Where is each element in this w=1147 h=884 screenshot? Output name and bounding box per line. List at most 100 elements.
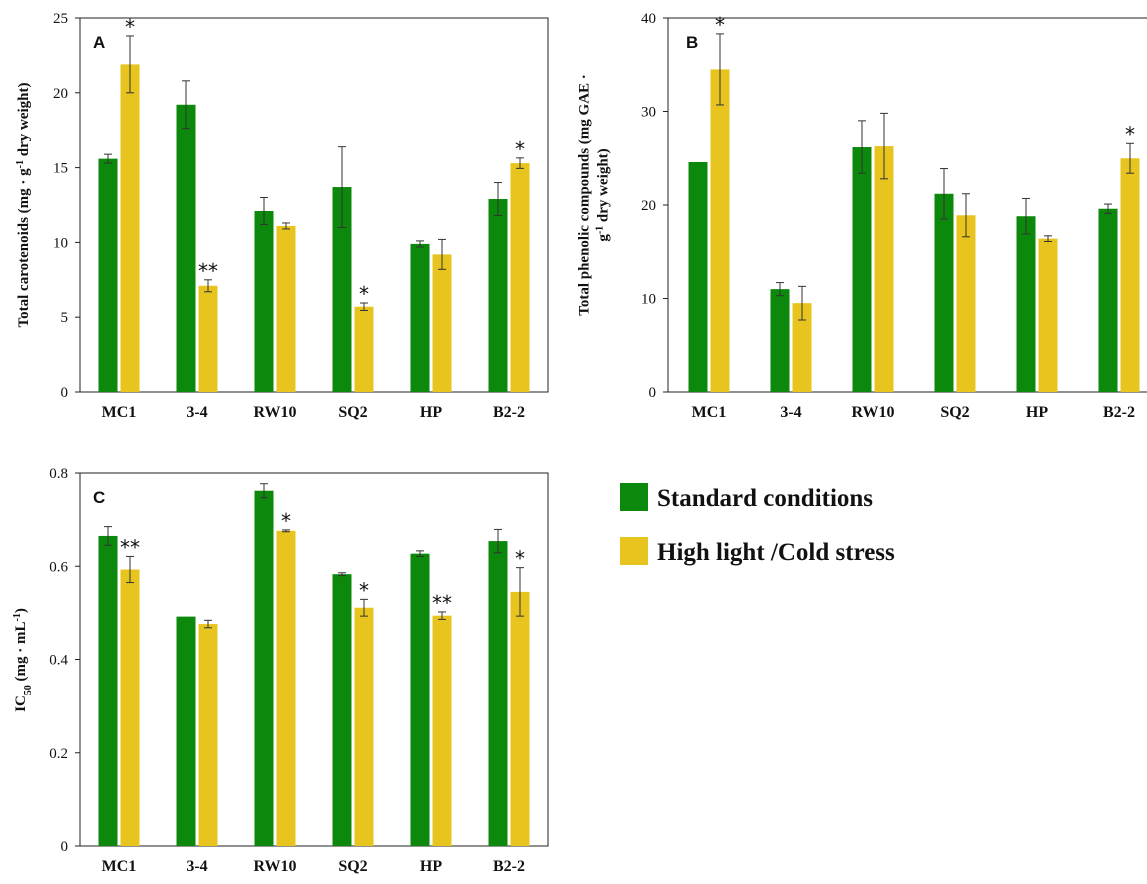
plot-frame [668, 18, 1147, 392]
bar-stress [511, 163, 530, 392]
bar-standard [853, 147, 872, 392]
bar-stress [199, 624, 218, 846]
x-tick-label: RW10 [254, 858, 297, 875]
bar-stress [1039, 239, 1058, 392]
superscript: -1 [594, 226, 605, 234]
x-tick-label: MC1 [102, 404, 137, 421]
bar-standard [689, 162, 708, 392]
significance-marker: * [359, 578, 369, 602]
bar-stress [199, 286, 218, 392]
bar-standard [411, 554, 430, 846]
panel-letter: A [93, 33, 105, 52]
bar-stress [1121, 158, 1140, 392]
plot-frame [80, 473, 548, 846]
legend: Standard conditions High light /Cold stre… [620, 483, 895, 566]
bar-stress [511, 592, 530, 846]
bar-stress [433, 616, 452, 846]
y-axis-label: Total carotenoids (mg · g-1 dry weight) [15, 82, 33, 327]
panel-letter: C [93, 488, 105, 507]
bar-standard [489, 199, 508, 392]
y-axis-label: Total phenolic compounds (mg GAE · [577, 74, 593, 316]
label-part: dry weight) [596, 148, 612, 226]
significance-marker: * [515, 547, 525, 571]
bar-standard [99, 536, 118, 846]
bar-standard [1017, 216, 1036, 392]
bar-stress [957, 215, 976, 392]
bar-standard [935, 194, 954, 392]
x-tick-label: SQ2 [338, 858, 367, 875]
panel-letter: B [686, 33, 698, 52]
y-axis-label: g-1 dry weight) [594, 148, 612, 241]
bar-stress [875, 146, 894, 392]
bar-standard [411, 244, 430, 392]
bar-standard [333, 574, 352, 846]
x-tick-label: HP [1026, 404, 1048, 421]
significance-marker: * [1125, 122, 1135, 146]
y-tick-label: 0 [649, 385, 657, 401]
label-part: ) [13, 608, 29, 613]
bar-stress [121, 64, 140, 392]
bar-stress [277, 226, 296, 392]
significance-marker: * [359, 282, 369, 306]
label-part: (mg · mL [13, 621, 29, 685]
significance-marker: ** [198, 259, 218, 283]
y-tick-label: 0 [61, 839, 69, 855]
bar-stress [355, 307, 374, 392]
legend-label: High light /Cold stress [657, 539, 895, 566]
x-tick-label: 3-4 [186, 858, 207, 875]
label-part: dry weight) [16, 82, 32, 160]
x-tick-label: 3-4 [780, 404, 801, 421]
legend-label: Standard conditions [657, 485, 873, 512]
y-tick-label: 15 [53, 161, 68, 177]
label-part: Total phenolic compounds (mg GAE · [577, 74, 593, 316]
x-tick-label: B2-2 [1103, 404, 1135, 421]
x-tick-label: MC1 [102, 858, 137, 875]
y-tick-label: 20 [53, 86, 68, 102]
y-tick-label: 0.4 [49, 653, 68, 669]
significance-marker: * [125, 15, 135, 39]
label-part: Total carotenoids (mg · g [16, 168, 32, 328]
bar-standard [771, 289, 790, 392]
label-part: IC [13, 695, 29, 712]
superscript: -1 [15, 160, 26, 168]
y-tick-label: 30 [641, 105, 656, 121]
bar-stress [277, 531, 296, 846]
legend-swatch-stress [620, 537, 648, 565]
legend-swatch-standard [620, 483, 648, 511]
y-tick-label: 10 [53, 235, 68, 251]
y-tick-label: 0.6 [49, 559, 68, 575]
x-tick-label: SQ2 [940, 404, 969, 421]
bar-standard [255, 491, 274, 846]
y-axis-label: IC50 (mg · mL-1) [12, 608, 34, 712]
y-tick-label: 40 [641, 11, 656, 27]
subscript: 50 [23, 685, 34, 695]
bar-standard [177, 105, 196, 392]
bar-standard [99, 159, 118, 392]
x-tick-label: B2-2 [493, 404, 525, 421]
bar-stress [121, 570, 140, 846]
bar-stress [433, 254, 452, 392]
x-tick-label: B2-2 [493, 858, 525, 875]
y-tick-label: 0 [61, 385, 69, 401]
significance-marker: ** [120, 535, 140, 559]
significance-marker: * [515, 137, 525, 161]
bar-standard [177, 617, 196, 846]
plot-frame [80, 18, 548, 392]
y-tick-label: 0.2 [49, 746, 68, 762]
x-tick-label: SQ2 [338, 404, 367, 421]
x-tick-label: HP [420, 858, 442, 875]
x-tick-label: RW10 [254, 404, 297, 421]
y-tick-label: 0.8 [49, 466, 68, 482]
x-tick-label: HP [420, 404, 442, 421]
significance-marker: * [281, 509, 291, 533]
y-tick-label: 5 [61, 310, 69, 326]
bar-standard [489, 541, 508, 846]
x-tick-label: RW10 [852, 404, 895, 421]
x-tick-label: 3-4 [186, 404, 207, 421]
y-tick-label: 10 [641, 292, 656, 308]
y-tick-label: 20 [641, 198, 656, 214]
